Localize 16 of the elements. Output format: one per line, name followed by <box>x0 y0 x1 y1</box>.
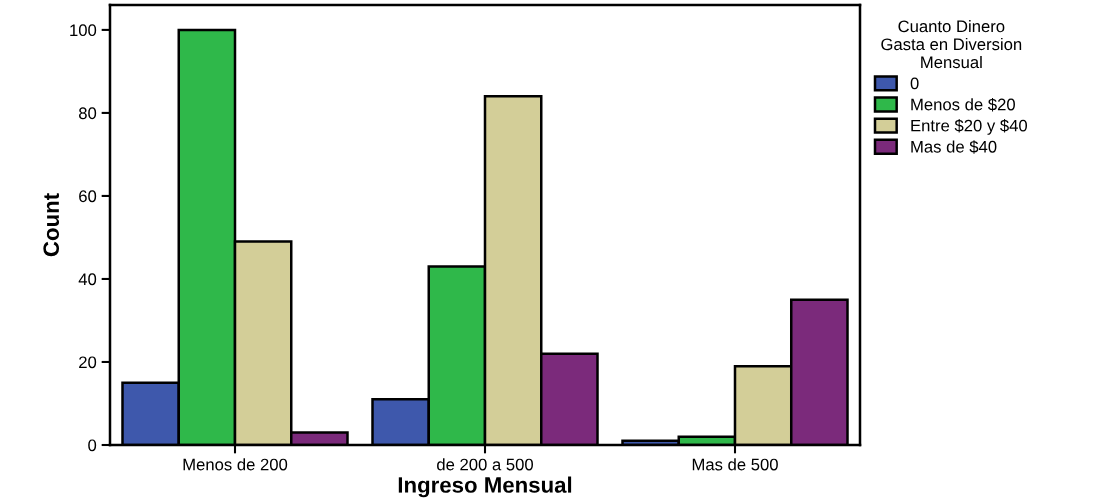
y-tick-label: 80 <box>78 107 97 120</box>
y-tick-label: 40 <box>78 273 97 286</box>
legend-label: Menos de $20 <box>911 97 1015 112</box>
x-tick-label: Mas de 500 <box>692 458 778 471</box>
y-tick-label: 0 <box>88 439 97 452</box>
legend-label: Mas de $40 <box>911 140 997 154</box>
x-tick-label: de 200 a 500 <box>437 458 534 471</box>
y-tick-label: 100 <box>70 24 97 37</box>
legend-label: Entre $20 y $40 <box>911 119 1028 135</box>
legend-label: 0 <box>910 77 919 90</box>
y-tick-label: 20 <box>79 356 97 369</box>
x-tick-label: Menos de 200 <box>183 458 288 471</box>
y-tick-label: 60 <box>79 190 97 203</box>
y-axis-title: Count <box>43 193 60 257</box>
legend-title: Cuanto Dinero Gasta en Diversion Mensual <box>881 20 1022 69</box>
x-axis-title: Ingreso Mensual <box>398 476 572 498</box>
